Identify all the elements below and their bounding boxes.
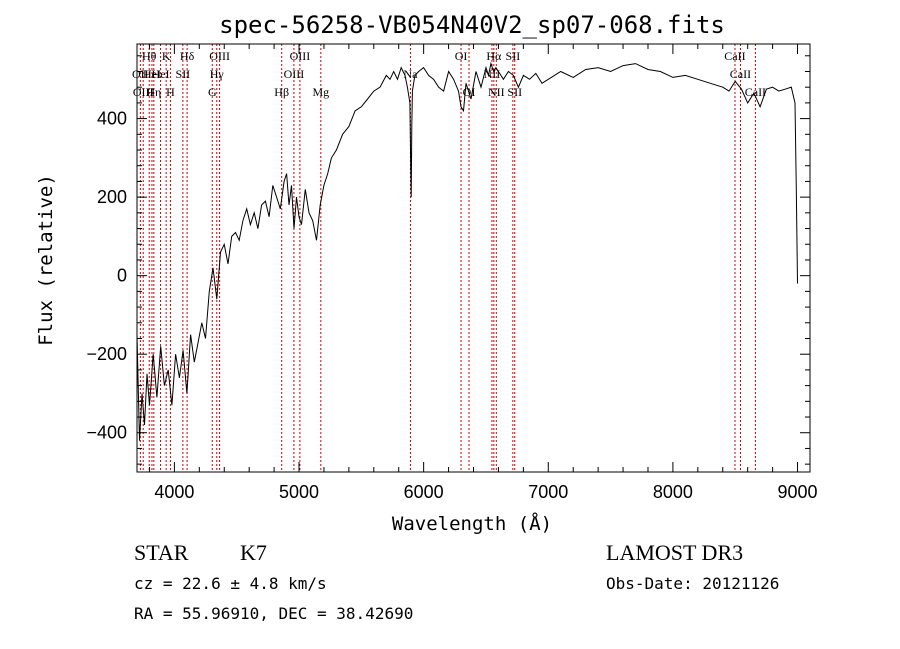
line-marker-label: Hγ bbox=[210, 67, 225, 81]
line-marker-label: HeI bbox=[143, 67, 161, 81]
chart-title: spec-56258-VB054N40V2_sp07-068.fits bbox=[219, 11, 725, 39]
line-marker-label: CaII bbox=[745, 85, 766, 99]
line-marker-label: OIII bbox=[133, 85, 154, 99]
y-tick-label: 0 bbox=[117, 266, 127, 286]
x-tick-label: 7000 bbox=[528, 482, 568, 502]
line-marker-label: Hδ bbox=[180, 49, 195, 63]
line-marker-label: SII bbox=[176, 67, 191, 81]
line-marker-label: NII bbox=[484, 67, 501, 81]
y-tick-label: 200 bbox=[97, 187, 127, 207]
line-marker-label: CaII bbox=[724, 49, 745, 63]
x-axis-label: Wavelength (Å) bbox=[392, 512, 552, 535]
line-marker-labels: OIIOIIIHθHeIHηHeIKHSIIHδGHγOIIIHβOIIIOII… bbox=[132, 49, 766, 99]
line-marker-label: SII bbox=[507, 85, 522, 99]
y-axis-ticks: −400 −200 0 200 400 bbox=[86, 55, 810, 465]
y-tick-label: 400 bbox=[97, 109, 127, 129]
line-markers bbox=[139, 44, 756, 472]
line-marker-label: CaII bbox=[730, 67, 751, 81]
coordinates: RA = 55.96910, DEC = 38.42690 bbox=[134, 604, 413, 623]
redshift-cz: cz = 22.6 ± 4.8 km/s bbox=[134, 574, 327, 593]
x-tick-label: 4000 bbox=[154, 482, 194, 502]
line-marker-label: SII bbox=[506, 49, 521, 63]
line-marker-label: Hβ bbox=[274, 85, 289, 99]
obs-date: Obs-Date: 20121126 bbox=[606, 574, 779, 593]
x-tick-label: 9000 bbox=[778, 482, 818, 502]
line-marker-label: Hθ bbox=[142, 49, 157, 63]
line-marker-label: Hη bbox=[146, 85, 161, 99]
x-tick-label: 6000 bbox=[404, 482, 444, 502]
line-marker-label: OIII bbox=[284, 67, 305, 81]
x-axis-ticks: 4000 5000 6000 7000 8000 9000 bbox=[148, 44, 818, 502]
line-marker-label: Hα bbox=[486, 49, 502, 63]
line-marker-label: OIII bbox=[209, 49, 230, 63]
object-class: STAR bbox=[134, 540, 189, 565]
line-marker-label: OI bbox=[455, 49, 468, 63]
line-marker-label: G bbox=[208, 85, 217, 99]
subclass: K7 bbox=[240, 540, 267, 565]
spectrum-line bbox=[136, 61, 798, 441]
line-marker-label: K bbox=[162, 49, 171, 63]
line-marker-label: Mg bbox=[312, 85, 329, 99]
y-axis-label: Flux (relative) bbox=[35, 174, 57, 346]
line-marker-label: H bbox=[166, 85, 175, 99]
x-tick-label: 8000 bbox=[653, 482, 693, 502]
x-tick-label: 5000 bbox=[279, 482, 319, 502]
survey-name: LAMOST DR3 bbox=[606, 540, 743, 565]
line-marker-label: NII bbox=[488, 85, 505, 99]
line-marker-label: OII bbox=[132, 67, 149, 81]
plot-frame bbox=[136, 43, 811, 473]
line-marker-label: HeI bbox=[152, 67, 170, 81]
y-tick-label: −200 bbox=[86, 344, 127, 364]
y-tick-label: −400 bbox=[86, 423, 127, 443]
line-marker-label: OIII bbox=[290, 49, 311, 63]
